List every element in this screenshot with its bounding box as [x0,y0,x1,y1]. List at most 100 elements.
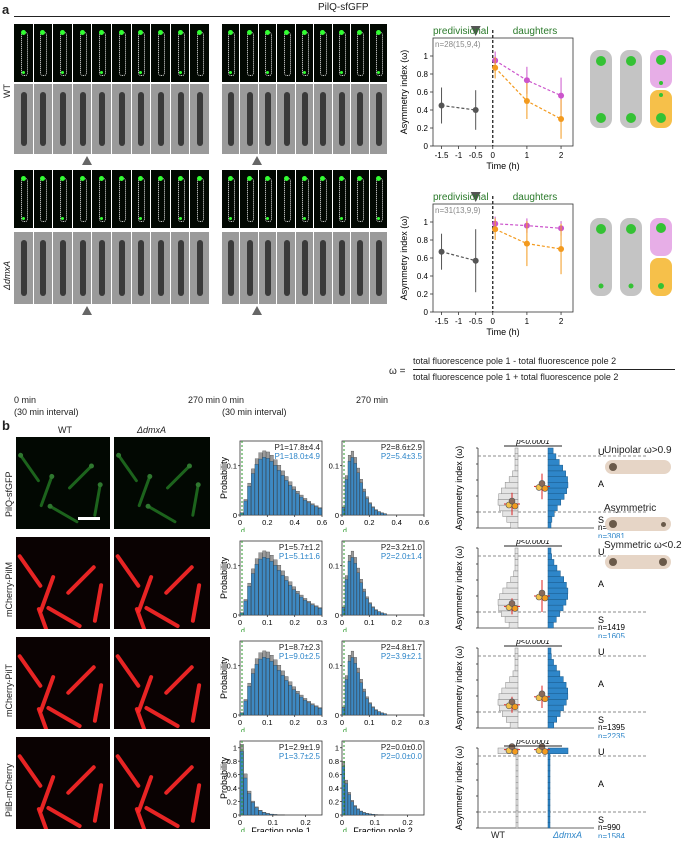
histogram-bar [262,557,266,616]
y-tick-label: 1 [424,218,429,227]
fluorescence-frame [151,170,170,228]
fluorescent-pole [157,176,163,181]
wt-distribution-step [499,593,519,600]
dmxa-distribution-step [547,676,564,683]
x-tick-label: 0.1 [268,818,278,827]
histogram-pole1: d0 0.1 0.2 0.300.1P1=8.7±2.3P1=9.0±2.5Proba… [220,640,327,732]
dmxa-distribution-step [547,804,551,812]
wt-distribution-step [504,482,519,489]
legend-asymmetric-cell [605,517,671,531]
row-label: mCherry-PilM [4,562,14,617]
cell-signal [16,653,44,689]
division-marker-icon [82,156,92,165]
category-u: U [598,447,605,457]
histogram-bar [258,810,263,816]
x-tick-label: 0 [491,151,496,160]
cell-signal [16,553,44,589]
histogram-bar [303,499,307,516]
cell-outline [246,32,254,76]
y-axis-label: Probability [220,556,229,599]
histogram-bar [295,593,300,616]
wt-distribution-step [515,782,519,789]
fluorescent-pole [100,217,104,220]
wt-distribution-step [510,522,519,529]
data-point [558,246,565,252]
fluorescence-frame [351,170,369,228]
brightfield-frame [240,84,258,154]
x-tick-label: 0.4 [391,518,401,527]
fluorescence-frame [33,170,53,228]
dmxa-distribution-step [547,453,557,460]
pole-dot-icon [659,93,663,97]
dmxa-distribution-step [547,710,561,717]
histogram-bar [365,698,369,716]
cell-outline [177,178,185,222]
formula-lhs: ω = [389,366,406,377]
daughter-cell-top [650,50,672,88]
histogram-pole2: d0 0.1 0.2 0.300.1P2=4.8±1.7P2=3.9±2.1 [329,640,429,732]
fluorescent-pole [357,30,363,35]
scale-bar [78,517,100,520]
brightfield-frame [332,84,351,154]
histogram-bar [353,662,357,716]
cell-body [138,240,145,296]
histogram-bar [277,570,281,616]
cell-body [157,240,164,296]
dmxa-distribution-step [547,470,566,477]
row-label: PilB-mCherry [4,763,14,817]
brightfield-frame [277,84,295,154]
y-tick-label: 0 [335,611,339,620]
fluorescent-pole [79,176,85,181]
brightfield-frame [53,232,72,304]
data-point [523,240,530,247]
replicate-point [508,497,516,505]
cell-outline [20,32,28,76]
histogram-bar [368,503,372,516]
y-tick-label: 0.4 [227,784,237,793]
fluorescent-pole [320,30,326,35]
histogram-bar [292,689,296,716]
histogram-bar [269,461,274,516]
dmxa-distribution-step [547,493,565,500]
cell-signal [67,462,95,491]
stat-wt: P1=17.8±4.4 [274,443,320,452]
cell-signal [137,473,154,508]
fluorescent-pole [118,176,124,181]
pole-dot-icon [658,283,664,289]
dmxa-distribution-step [547,653,552,660]
wt-micrograph [16,637,110,729]
histogram-bar [254,664,259,716]
x-tick-label: -1 [455,317,463,326]
division-arrow-icon [470,26,481,36]
fluorescent-pole [138,30,144,35]
y-tick-label: 0.2 [227,798,237,807]
cell-body [357,92,364,146]
wt-distribution-step [514,547,519,554]
fluorescent-pole [118,30,124,35]
threshold-label: d [343,828,347,832]
legend-symmetric-cell [605,555,671,569]
histogram-bar [295,493,300,516]
legend-asymmetric-label: Asymmetric [604,503,657,514]
cell-outline [301,178,309,222]
histogram-bar [318,708,322,716]
dmxa-distribution-step [547,570,561,577]
cell-body [283,92,290,146]
stat-dmxa: P1=3.7±2.5 [279,752,321,761]
fluorescent-pole [301,176,307,181]
histogram-bar [353,562,357,616]
time-end-right: 270 min [356,395,389,405]
panel-a-header: PilQ-sfGFP [318,2,369,13]
histogram-pole1: d0 0.1 0.200.20.40.60.81 P1=2.9±1.9P1=3.7±2… [220,740,323,832]
x-tick-label: 0.1 [364,618,374,627]
legend-unipolar-cell [605,460,671,474]
wt-micrograph [16,537,110,629]
dmxa-distribution-step [547,516,553,523]
fluorescence-frame [295,170,314,228]
wt-distribution-step [514,664,519,672]
histogram-bar [353,462,357,516]
brightfield-frame [351,84,369,154]
wt-distribution-step [515,804,519,812]
panel-a-letter: a [2,2,10,17]
y-axis-label: Probability [220,456,229,499]
